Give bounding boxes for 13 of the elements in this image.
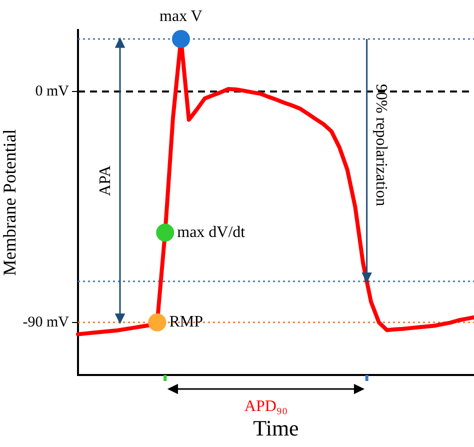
annotation: 90% repolarization [372,84,390,206]
point [156,224,174,242]
point [148,313,166,332]
y-axis-title: Membrane Potential [0,129,20,276]
text: APD₉₀ [244,398,288,416]
x-axis-title: Time [253,416,299,441]
annotation: RMP [169,314,204,331]
y-tick-label: 0 mV [35,84,70,100]
annotation: max dV/dt [177,224,246,241]
annotation: APA [97,164,114,196]
y-tick-label: -90 mV [22,314,70,330]
point [172,30,190,48]
annotation: max V [160,8,203,26]
